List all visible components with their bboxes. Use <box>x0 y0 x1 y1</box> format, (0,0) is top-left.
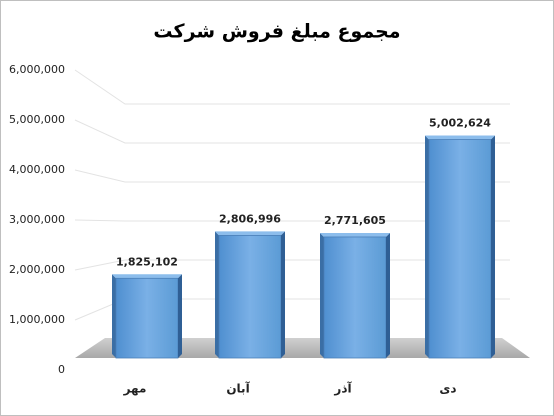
bar-top <box>112 274 182 279</box>
bar-right <box>491 135 495 358</box>
grid-line <box>74 69 510 105</box>
y-tick-label: 1,000,000 <box>9 313 65 326</box>
grid-line <box>74 219 510 222</box>
bar-side <box>425 135 429 358</box>
x-tick-label: آذر <box>333 381 352 396</box>
bar-right <box>178 274 182 358</box>
bar-side <box>215 231 219 358</box>
grid-line <box>74 119 510 144</box>
y-tick-label: 5,000,000 <box>9 113 65 126</box>
chart-title: مجموع مبلغ فروش شرکت <box>153 21 400 43</box>
value-label: 2,771,605 <box>324 214 386 227</box>
grid-line <box>74 169 510 183</box>
x-tick-label: مهر <box>123 382 147 396</box>
bar <box>323 236 387 359</box>
x-tick-label: آبان <box>226 381 250 396</box>
y-tick-label: 3,000,000 <box>9 213 65 226</box>
floor <box>75 338 530 358</box>
bar-right <box>281 231 285 358</box>
y-tick-label: 4,000,000 <box>9 163 65 176</box>
y-tick-label: 0 <box>58 363 65 376</box>
value-label: 5,002,624 <box>429 117 491 130</box>
bar-top <box>320 232 390 237</box>
y-tick-label: 6,000,000 <box>9 63 65 76</box>
bar-side <box>320 232 324 358</box>
bar-right <box>386 232 390 358</box>
value-label: 2,806,996 <box>219 212 281 225</box>
bar-top <box>215 231 285 236</box>
x-tick-label: دی <box>439 382 456 396</box>
y-tick-label: 2,000,000 <box>9 263 65 276</box>
bar <box>428 139 492 359</box>
bar-top <box>425 135 495 140</box>
bar-side <box>112 274 116 358</box>
bar <box>218 235 282 359</box>
bar <box>115 277 179 359</box>
value-label: 1,825,102 <box>116 255 178 268</box>
